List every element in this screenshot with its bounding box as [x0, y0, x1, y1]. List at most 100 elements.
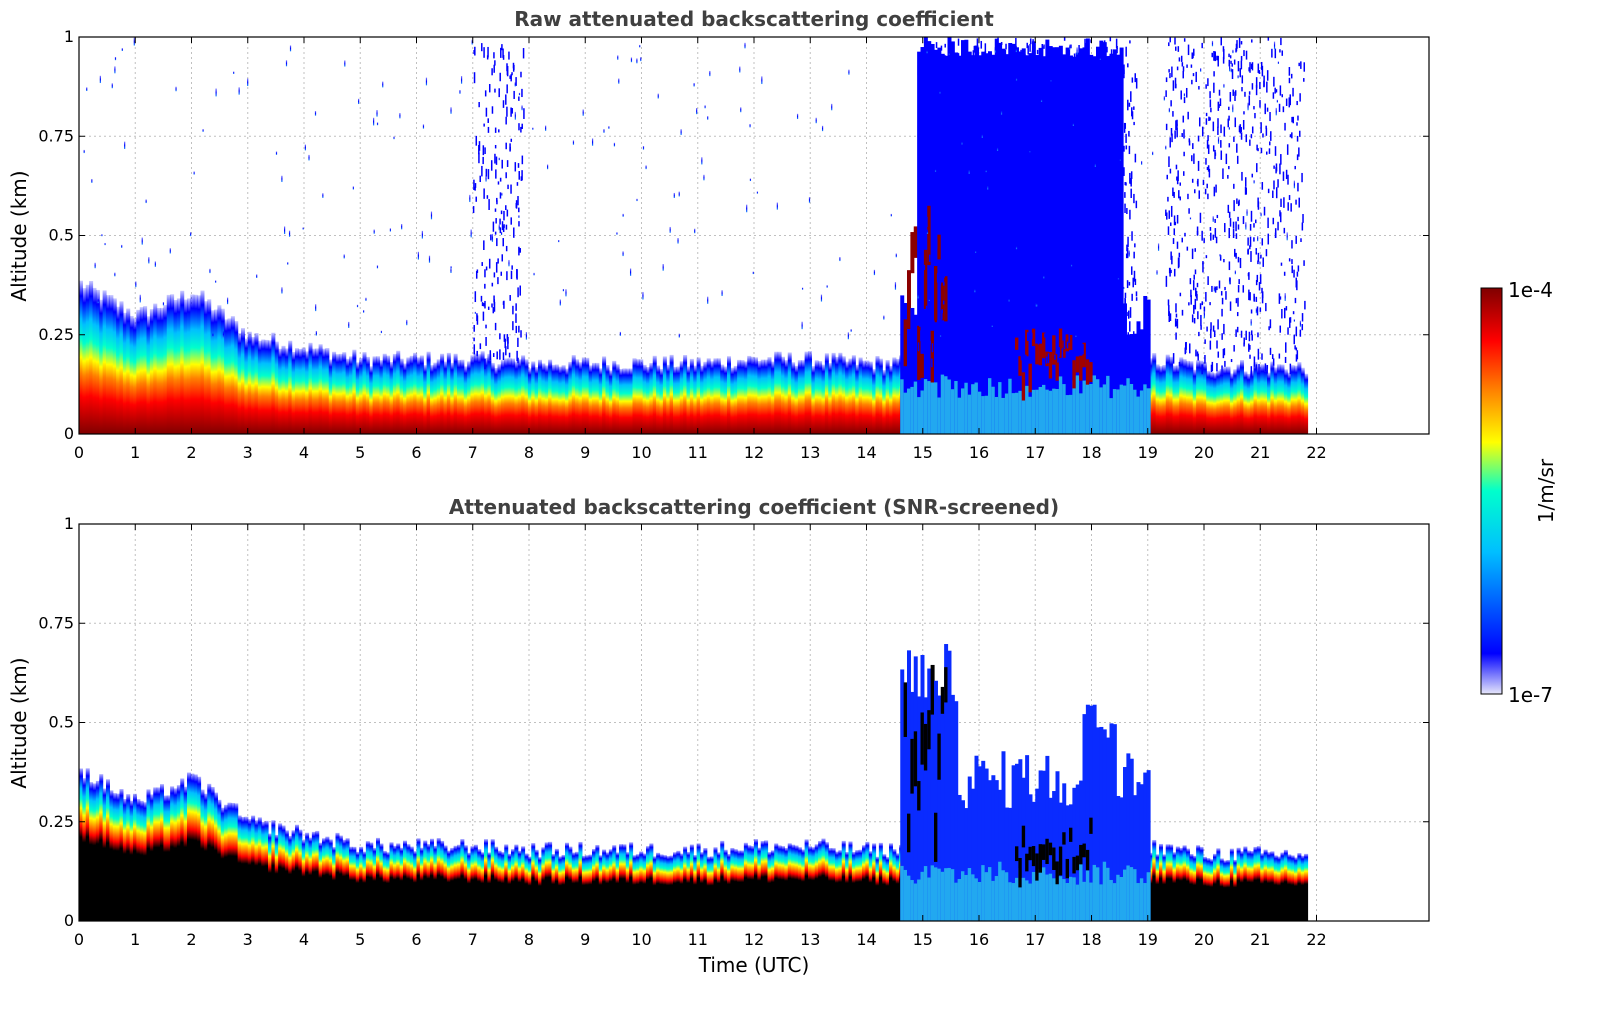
noise-speck — [993, 348, 996, 357]
noise-speck — [1180, 55, 1183, 62]
boundary-layer-column — [662, 855, 667, 921]
noise-speck — [928, 197, 931, 203]
noise-speck — [508, 51, 510, 60]
noise-speck — [982, 158, 984, 169]
noise-speck — [190, 232, 192, 237]
x-tick-label: 11 — [688, 930, 708, 949]
noise-speck — [1191, 248, 1194, 260]
cloud-column-lower — [1096, 379, 1100, 434]
y-tick-label: 0.5 — [49, 713, 74, 732]
noise-speck — [487, 126, 490, 133]
cloud-column — [1126, 753, 1131, 921]
noise-speck — [1024, 294, 1027, 301]
boundary-layer-column — [1243, 846, 1248, 921]
boundary-layer-column — [595, 844, 600, 921]
cloud-column — [1119, 47, 1124, 434]
cloud-core — [1038, 343, 1043, 366]
boundary-layer-column — [392, 353, 397, 434]
boundary-layer-column — [878, 358, 883, 434]
boundary-layer-column — [878, 842, 883, 921]
noise-speck — [920, 159, 922, 169]
cloud-column-lower — [1109, 398, 1114, 434]
noise-speck — [1265, 249, 1268, 257]
noise-speck — [518, 246, 520, 256]
noise-speck — [1237, 285, 1240, 293]
boundary-layer-column — [484, 839, 488, 921]
noise-speck — [1102, 135, 1105, 140]
boundary-layer-column — [342, 352, 347, 434]
noise-speck — [1016, 172, 1019, 184]
cloud-column-lower — [1079, 393, 1084, 434]
cloud-column — [910, 691, 915, 921]
noise-speck — [1085, 254, 1087, 261]
noise-speck — [1228, 115, 1230, 121]
boundary-layer-column — [180, 778, 185, 921]
noise-speck — [516, 350, 518, 362]
cloud-column-lower — [1102, 384, 1107, 434]
boundary-layer-column — [207, 783, 212, 921]
noise-speck — [1127, 99, 1129, 111]
cloud-column — [1112, 724, 1117, 921]
noise-speck — [1229, 218, 1232, 227]
cloud-core — [944, 276, 949, 322]
noise-speck — [1280, 262, 1283, 266]
boundary-layer-column — [581, 855, 586, 921]
noise-speck — [1098, 155, 1101, 166]
screened-backscatter-panel: Attenuated backscattering coefficient (S… — [7, 495, 1430, 977]
boundary-layer-column — [338, 835, 343, 921]
noise-speck — [1012, 321, 1015, 330]
boundary-layer-column — [89, 782, 94, 921]
noise-speck — [1200, 68, 1202, 72]
noise-speck — [1228, 261, 1231, 271]
noise-speck — [963, 300, 966, 308]
cloud-column-lower — [934, 867, 938, 921]
boundary-layer-column — [1229, 373, 1234, 434]
noise-speck — [1279, 85, 1282, 96]
noise-speck — [1196, 294, 1198, 301]
noise-speck — [1020, 285, 1022, 294]
boundary-layer-column — [821, 838, 826, 921]
noise-speck — [1257, 197, 1259, 208]
noise-speck — [1003, 327, 1005, 332]
boundary-layer-column — [541, 363, 546, 434]
noise-speck — [533, 272, 535, 276]
noise-speck — [1279, 296, 1282, 300]
boundary-layer-column — [1196, 845, 1201, 921]
noise-speck — [1222, 56, 1225, 64]
noise-speck — [1294, 165, 1296, 170]
boundary-layer-column — [136, 799, 141, 921]
boundary-layer-column — [1273, 367, 1278, 434]
noise-speck — [1190, 289, 1192, 298]
noise-speck — [1258, 282, 1261, 291]
noise-speck — [1299, 93, 1301, 102]
noise-speck — [473, 324, 475, 332]
cloud-core — [930, 664, 935, 715]
boundary-layer-column — [143, 306, 148, 434]
noise-speck — [955, 284, 958, 289]
noise-speck — [506, 271, 508, 281]
boundary-layer-column — [183, 299, 188, 434]
boundary-layer-column — [301, 347, 306, 434]
boundary-layer-column — [605, 365, 610, 434]
noise-speck — [1255, 77, 1258, 88]
noise-speck — [1002, 231, 1005, 238]
noise-speck — [1263, 206, 1266, 216]
noise-speck — [469, 194, 471, 203]
noise-speck — [1051, 316, 1054, 324]
noise-speck — [1007, 177, 1009, 185]
boundary-layer-column — [116, 793, 121, 921]
cloud-column — [994, 38, 999, 434]
noise-speck — [1201, 364, 1203, 375]
noise-speck — [1090, 175, 1092, 181]
noise-speck — [1098, 229, 1101, 233]
noise-speck — [1095, 66, 1097, 75]
noise-speck — [1294, 297, 1297, 304]
cloud-column — [1123, 767, 1127, 921]
noise-speck — [1300, 61, 1302, 69]
cloud-column-lower — [961, 388, 965, 434]
cloud-core — [907, 813, 911, 853]
boundary-layer-column — [774, 843, 779, 921]
boundary-layer-column — [1202, 362, 1207, 434]
noise-speck — [1250, 309, 1253, 314]
noise-speck — [1001, 236, 1003, 244]
